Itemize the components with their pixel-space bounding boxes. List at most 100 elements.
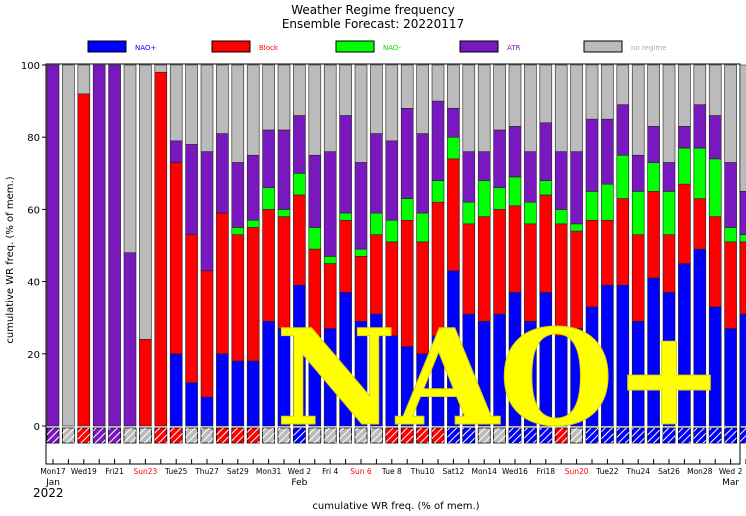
bar-block-26 [447,158,460,272]
bar-atr-18 [323,151,337,257]
dominant-marker-hatch-7 [154,428,167,443]
bar-atr-31 [524,151,537,203]
bar-no_regime-44 [724,64,737,163]
bar-nao_minus-18 [323,256,337,264]
bar-atr-11 [216,133,229,214]
bar-no_regime-12 [231,64,245,163]
bar-block-37 [616,198,630,286]
chart-title: Weather Regime frequency [291,3,455,17]
bar-nao_minus-25 [431,180,445,203]
bar-no_regime-36 [601,64,614,120]
dominant-marker-hatch-17 [308,428,321,443]
dominant-marker-hatch-25 [432,428,444,443]
bar-nao_minus-34 [570,223,583,232]
x-axis-label: cumulative WR freq. (% of mem.) [312,501,479,512]
dominant-marker-hatch-23 [401,428,414,443]
bar-atr-17 [308,154,322,228]
bar-nao_minus-44 [724,227,737,243]
bar-no_regime-25 [431,64,445,102]
x-tick-label-18: Fri 4 [322,467,338,476]
bar-block-6 [139,339,152,427]
y-tick-label-80: 80 [27,133,40,144]
bar-no_regime-37 [616,64,630,106]
bar-nao_minus-38 [631,191,645,235]
bar-atr-43 [708,115,722,160]
bar-no_regime-15 [277,64,291,131]
bar-no_regime-1 [62,64,75,427]
legend-swatch-2 [335,40,375,53]
bar-atr-36 [601,118,614,185]
bar-atr-19 [339,115,352,214]
x-tick-label-6: Sun23 [133,467,157,476]
bar-nao_minus-17 [308,227,322,250]
bar-nao_minus-23 [400,198,414,221]
bar-no_regime-20 [354,64,368,163]
bar-nao_minus-41 [678,147,691,185]
x-tick-label-36: Tue22 [595,467,619,476]
bar-block-43 [708,216,722,308]
bar-block-39 [647,191,660,279]
bar-atr-27 [462,151,476,203]
bar-no_regime-16 [293,64,306,116]
dominant-marker-hatch-15 [278,428,290,443]
dominant-marker-hatch-42 [693,428,706,443]
bar-block-29 [493,209,506,315]
bar-no_regime-27 [462,64,476,152]
dominant-marker-hatch-6 [139,428,152,443]
bar-block-7 [154,71,168,427]
legend-swatch-1 [211,40,251,53]
bar-nao_minus-13 [246,219,260,228]
bar-block-2 [77,93,91,427]
bar-nao_minus-36 [601,183,614,221]
x-tick-label-42: Mon28 [687,467,713,476]
bar-nao_minus-15 [277,209,291,217]
y-tick-label-60: 60 [27,205,40,216]
dominant-marker-hatch-13 [247,428,260,443]
bar-atr-42 [693,104,707,149]
bar-nao_plus-11 [216,353,229,427]
bar-atr-22 [385,140,399,221]
bar-block-36 [601,219,614,286]
dominant-marker-hatch-44 [724,428,737,443]
bar-nao_minus-21 [370,212,383,235]
x-tick-label-4: Fri21 [105,467,124,476]
bar-no_regime-2 [77,64,91,95]
bar-atr-44 [724,162,737,228]
legend-swatch-0 [87,40,127,53]
bar-no_regime-33 [554,64,568,152]
dominant-marker-hatch-10 [201,428,213,443]
dominant-marker-hatch-0 [47,428,59,443]
bar-block-40 [662,234,676,293]
dominant-marker-hatch-12 [231,428,244,443]
bar-atr-3 [92,64,106,427]
bar-atr-4 [108,64,121,427]
bar-block-11 [216,212,229,355]
bar-nao_plus-10 [200,396,214,427]
bar-nao_minus-30 [508,176,522,207]
x-tick-label-30: Wed16 [502,467,528,476]
bar-no_regime-43 [708,64,722,116]
bar-no_regime-8 [169,64,183,142]
bar-block-19 [339,219,352,293]
dominant-marker-hatch-1 [62,428,75,443]
bar-atr-12 [231,162,245,228]
bar-atr-45 [739,191,746,235]
bar-atr-25 [431,100,445,181]
x-tick-label-38: Thu24 [625,467,650,476]
dominant-marker-hatch-35 [586,428,598,443]
dominant-marker-hatch-31 [524,428,537,443]
dominant-marker-hatch-21 [370,428,383,443]
bar-atr-21 [370,133,383,214]
legend-label-3: ATR [507,44,521,52]
dominant-marker-hatch-29 [493,428,506,443]
bar-no_regime-7 [154,64,168,73]
legend-swatch-4 [583,40,623,53]
bar-nao_minus-28 [477,180,491,217]
bar-atr-30 [508,126,522,178]
dominant-marker-hatch-28 [478,428,491,443]
bar-nao_plus-9 [185,382,198,427]
legend-label-4: no regime [631,44,667,52]
bar-no_regime-13 [246,64,260,156]
bar-nao_plus-45 [739,313,746,427]
bar-no_regime-45 [739,64,746,192]
